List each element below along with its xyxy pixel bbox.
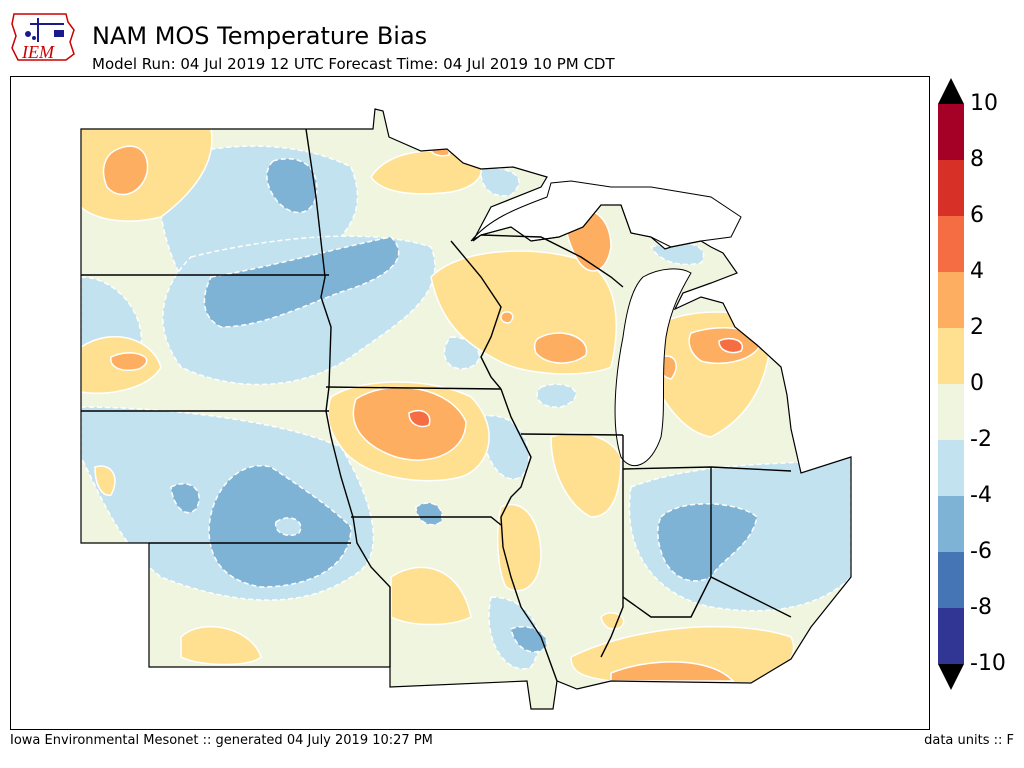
- iem-logo: IEM: [8, 8, 78, 66]
- lake-michigan: [614, 268, 692, 467]
- colorbar-tick-label: 4: [970, 259, 984, 284]
- colorbar-band: [938, 552, 964, 608]
- colorbar-band: [938, 216, 964, 272]
- colorbar-band: [938, 608, 964, 664]
- footer-credit: Iowa Environmental Mesonet :: generated …: [10, 733, 433, 748]
- colorbar-tick-label: -6: [970, 539, 992, 564]
- bias-map: [80, 108, 852, 710]
- page-title: NAM MOS Temperature Bias: [92, 22, 428, 50]
- colorbar-band: [938, 104, 964, 160]
- footer-units: data units :: F: [924, 733, 1014, 748]
- colorbar-tick-label: -10: [970, 651, 1006, 676]
- colorbar-tick-label: -8: [970, 595, 992, 620]
- colorbar-tick-label: 8: [970, 147, 984, 172]
- colorbar-tick-label: 2: [970, 315, 984, 340]
- colorbar-under-arrow: [938, 664, 964, 690]
- logo-text: IEM: [21, 42, 55, 62]
- colorbar-band: [938, 272, 964, 328]
- colorbar: [936, 76, 966, 692]
- colorbar-tick-label: 10: [970, 91, 998, 116]
- colorbar-tick-label: 0: [970, 371, 984, 396]
- colorbar-over-arrow: [938, 78, 964, 104]
- colorbar-band: [938, 384, 964, 440]
- colorbar-band: [938, 496, 964, 552]
- colorbar-tick-label: -4: [970, 483, 992, 508]
- colorbar-band: [938, 160, 964, 216]
- page-subtitle: Model Run: 04 Jul 2019 12 UTC Forecast T…: [92, 55, 615, 73]
- region-outline: [80, 108, 852, 710]
- colorbar-band: [938, 440, 964, 496]
- state-borders: [81, 128, 792, 682]
- map-frame: [10, 76, 930, 730]
- colorbar-tick-label: -2: [970, 427, 992, 452]
- colorbar-band: [938, 328, 964, 384]
- colorbar-tick-label: 6: [970, 203, 984, 228]
